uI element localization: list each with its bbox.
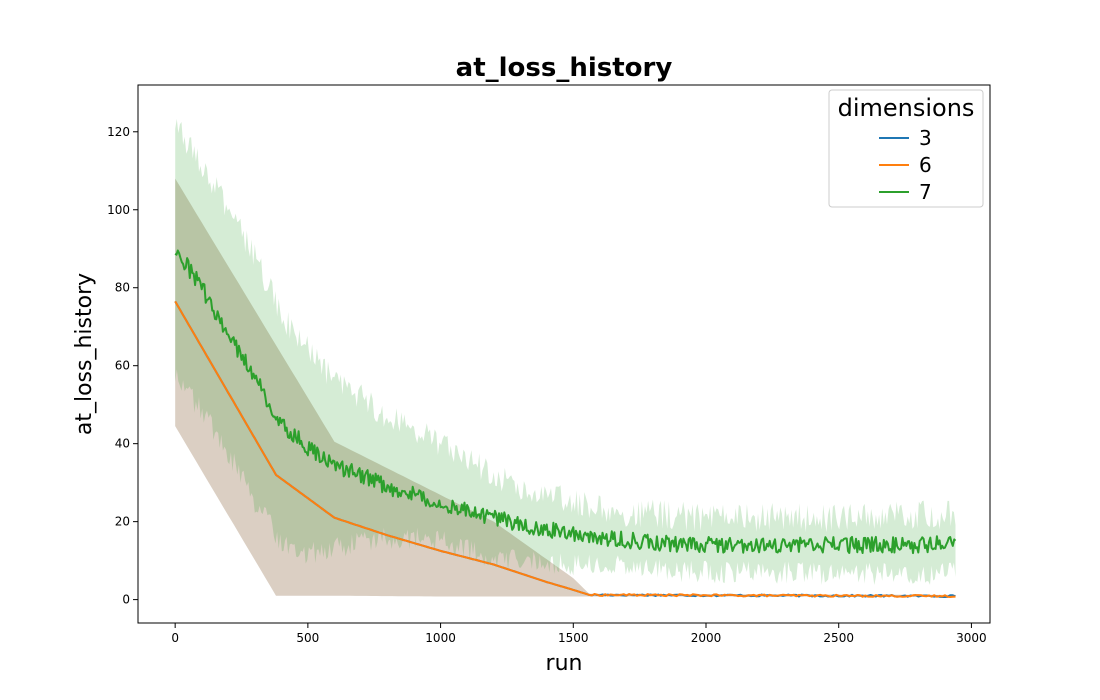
legend-label: 7 (919, 180, 932, 204)
x-tick-label: 2500 (823, 631, 854, 645)
confidence-bands (175, 118, 956, 597)
chart-title: at_loss_history (456, 53, 673, 83)
line-series-6 (174, 300, 956, 598)
x-tick-label: 500 (296, 631, 319, 645)
y-tick-label: 100 (107, 203, 130, 217)
y-axis-title: at_loss_history (72, 273, 97, 435)
y-tick-label: 120 (107, 125, 130, 139)
series-lines (174, 249, 957, 598)
x-tick-label: 1500 (558, 631, 589, 645)
x-axis-title: run (546, 651, 583, 676)
legend-label: 6 (919, 153, 932, 177)
x-tick-label: 2000 (691, 631, 722, 645)
y-tick-label: 60 (115, 359, 130, 373)
x-tick-label: 0 (171, 631, 179, 645)
x-tick-label: 3000 (956, 631, 987, 645)
legend-title: dimensions (838, 94, 975, 122)
line-series-7 (174, 249, 957, 555)
legend-item-6: 6 (879, 153, 932, 177)
y-tick-label: 20 (115, 515, 130, 529)
y-tick-label: 40 (115, 437, 130, 451)
y-tick-label: 80 (115, 281, 130, 295)
x-axis-ticks: 0 500 1000 1500 2000 2500 3000 (171, 623, 987, 645)
x-tick-label: 1000 (425, 631, 456, 645)
legend-item-3: 3 (879, 126, 932, 150)
band-series-6 (175, 178, 956, 597)
legend: dimensions 3 6 7 (828, 89, 984, 208)
legend-items: 3 6 7 (879, 126, 932, 204)
legend-label: 3 (919, 126, 932, 150)
plot-frame (137, 84, 991, 624)
legend-item-7: 7 (879, 180, 932, 204)
band-series-7 (175, 118, 956, 586)
y-axis-ticks: 0 20 40 60 80 100 120 (107, 125, 138, 607)
band-series-3 (175, 178, 956, 597)
y-tick-label: 0 (122, 593, 130, 607)
legend-box (828, 89, 984, 208)
